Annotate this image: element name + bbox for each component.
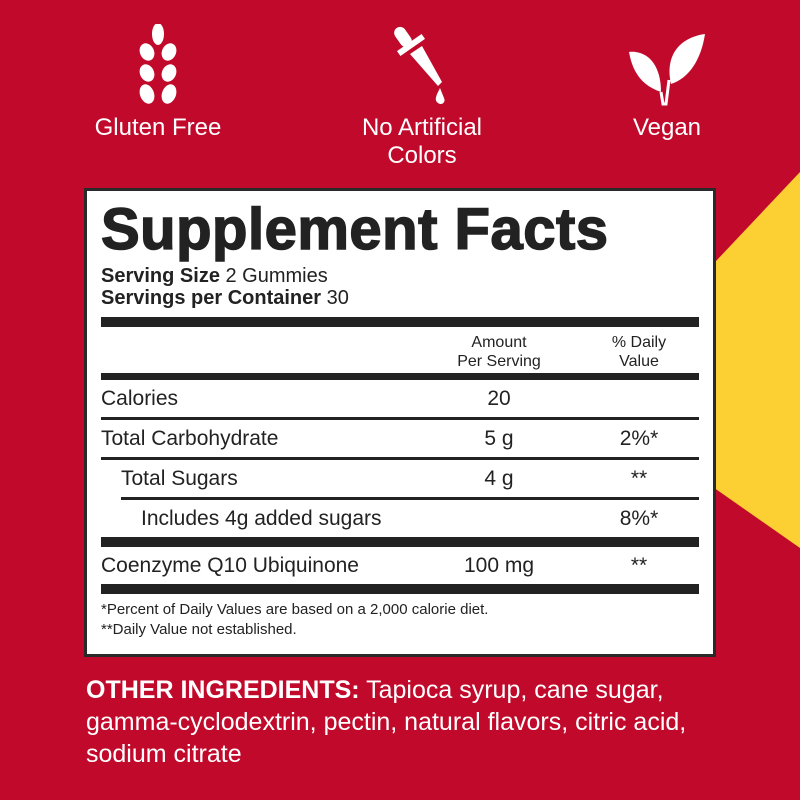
row-amount: 100 mg	[463, 553, 535, 577]
divider	[101, 537, 699, 547]
divider	[101, 417, 699, 420]
footnote-2: **Daily Value not established.	[101, 621, 297, 638]
row-dv: 8%*	[619, 506, 659, 530]
amount-header: Amount	[471, 334, 527, 351]
facts-title: Supplement Facts	[100, 196, 609, 263]
dropper-icon	[394, 26, 445, 105]
divider	[101, 584, 699, 594]
divider	[101, 373, 699, 380]
leaf-icon	[629, 34, 705, 106]
column-header: Amount Per Serving % Daily Value	[101, 327, 699, 373]
divider	[101, 317, 699, 327]
row-name: Total Carbohydrate	[101, 426, 279, 450]
row-name: Total Sugars	[121, 466, 238, 490]
footnote-1: *Percent of Daily Values are based on a …	[101, 601, 489, 618]
row-dv: 2%*	[619, 426, 659, 450]
servings-label: Servings per Container	[101, 287, 322, 309]
row-name: Includes 4g added sugars	[141, 506, 382, 530]
row-name: Coenzyme Q10 Ubiquinone	[101, 553, 359, 577]
row-dv: **	[630, 553, 648, 577]
badge-vegan: Vegan	[557, 24, 777, 142]
row-amount: 20	[487, 386, 511, 410]
badge-label-line2: Colors	[387, 142, 457, 169]
dv-header: % Daily	[611, 334, 667, 351]
badge-gluten-free: Gluten Free	[48, 24, 268, 142]
dv-header-2: Value	[619, 353, 659, 370]
other-ingredients-text: Tapioca syrup, cane sugar, gamma-cyclode…	[86, 676, 687, 768]
row-dv: **	[630, 466, 648, 490]
table-row: Total Carbohydrate 5 g 2%*	[101, 420, 699, 457]
table-row: Total Sugars 4 g **	[101, 460, 699, 497]
table-row: Coenzyme Q10 Ubiquinone 100 mg **	[101, 547, 699, 584]
servings-value: 30	[326, 287, 349, 309]
badge-label: Gluten Free	[94, 114, 222, 141]
other-ingredients-label: OTHER INGREDIENTS:	[86, 676, 360, 704]
serving-size-value: 2 Gummies	[225, 265, 328, 287]
row-name: Calories	[101, 386, 179, 410]
serving-size: Serving Size 2 Gummies	[101, 265, 699, 287]
badge-no-artificial-colors: No Artificial Colors	[312, 24, 532, 170]
servings-per-container: Servings per Container 30	[101, 287, 699, 309]
divider	[121, 497, 699, 500]
supplement-facts-panel: Supplement Facts Serving Size 2 Gummies …	[84, 188, 716, 657]
badge-label-line1: No Artificial	[361, 114, 483, 141]
badge-label: Vegan	[632, 114, 702, 141]
divider	[101, 457, 699, 460]
table-row: Includes 4g added sugars 8%*	[101, 500, 699, 537]
table-row: Calories 20	[101, 380, 699, 417]
serving-size-label: Serving Size	[101, 265, 220, 287]
other-ingredients: OTHER INGREDIENTS: Tapioca syrup, cane s…	[86, 674, 726, 770]
row-amount: 5 g	[484, 426, 514, 450]
amount-header-2: Per Serving	[457, 353, 541, 370]
wheat-icon	[139, 24, 177, 104]
row-amount: 4 g	[484, 466, 514, 490]
footnotes: *Percent of Daily Values are based on a …	[101, 600, 699, 640]
